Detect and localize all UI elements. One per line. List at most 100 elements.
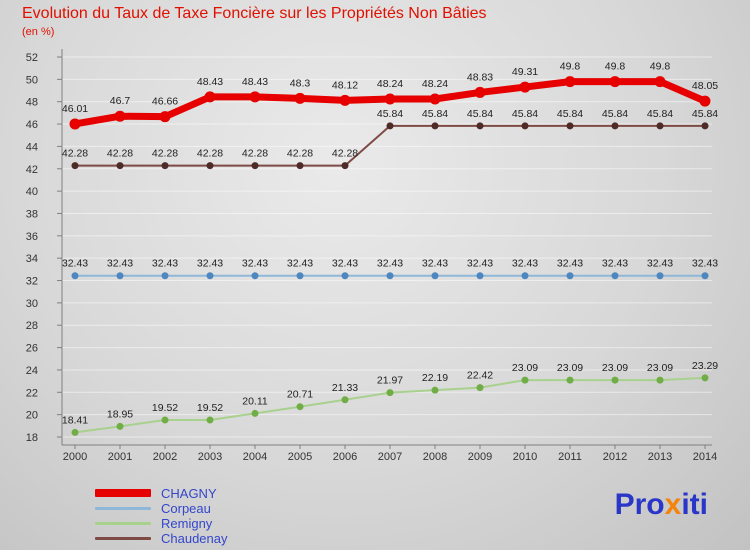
svg-text:30: 30 <box>26 298 38 310</box>
svg-text:26: 26 <box>26 343 38 355</box>
svg-text:45.84: 45.84 <box>557 108 583 120</box>
svg-text:32.43: 32.43 <box>647 258 673 270</box>
svg-text:45.84: 45.84 <box>512 108 538 120</box>
legend-label: CHAGNY <box>161 485 217 501</box>
svg-text:23.29: 23.29 <box>692 360 718 372</box>
svg-text:32.43: 32.43 <box>62 258 88 270</box>
svg-text:42.28: 42.28 <box>197 148 223 160</box>
svg-text:48.12: 48.12 <box>332 79 358 91</box>
svg-text:45.84: 45.84 <box>467 108 493 120</box>
svg-text:2000: 2000 <box>63 451 87 463</box>
svg-text:28: 28 <box>26 320 38 332</box>
svg-text:23.09: 23.09 <box>602 362 628 374</box>
svg-text:42: 42 <box>26 164 38 176</box>
svg-text:32: 32 <box>26 276 38 288</box>
svg-text:19.52: 19.52 <box>197 402 223 414</box>
svg-text:46.01: 46.01 <box>62 103 88 115</box>
svg-text:2013: 2013 <box>648 451 672 463</box>
svg-text:22.42: 22.42 <box>467 370 493 382</box>
svg-text:48: 48 <box>26 97 38 109</box>
svg-text:32.43: 32.43 <box>332 258 358 270</box>
svg-text:42.28: 42.28 <box>287 148 313 160</box>
logo-letter: x <box>664 488 682 521</box>
svg-text:42.28: 42.28 <box>62 148 88 160</box>
legend-label: Remigny <box>161 515 213 531</box>
svg-text:32.43: 32.43 <box>512 258 538 270</box>
logo-letter: Pro <box>614 488 665 521</box>
svg-text:2003: 2003 <box>198 451 222 463</box>
svg-text:32.43: 32.43 <box>422 258 448 270</box>
chart-legend: CHAGNY Corpeau Remigny Chaudenay <box>95 485 228 546</box>
svg-text:20: 20 <box>26 410 38 422</box>
svg-text:22: 22 <box>26 387 38 399</box>
svg-text:32.43: 32.43 <box>152 258 178 270</box>
svg-text:49.8: 49.8 <box>650 61 671 73</box>
svg-text:32.43: 32.43 <box>467 258 493 270</box>
svg-text:46.66: 46.66 <box>152 96 178 108</box>
svg-text:2001: 2001 <box>108 451 132 463</box>
svg-text:36: 36 <box>26 231 38 243</box>
svg-text:20.11: 20.11 <box>242 395 268 407</box>
svg-text:45.84: 45.84 <box>422 108 448 120</box>
svg-text:42.28: 42.28 <box>332 148 358 160</box>
svg-text:49.8: 49.8 <box>605 61 626 73</box>
svg-text:42.28: 42.28 <box>107 148 133 160</box>
svg-text:32.43: 32.43 <box>287 258 313 270</box>
svg-text:2010: 2010 <box>513 451 537 463</box>
legend-swatch-chagny <box>95 489 151 497</box>
svg-text:44: 44 <box>26 141 38 153</box>
svg-text:48.43: 48.43 <box>242 76 268 88</box>
svg-text:20.71: 20.71 <box>287 389 313 401</box>
svg-text:2008: 2008 <box>423 451 447 463</box>
legend-swatch-chaudenay <box>95 536 151 540</box>
svg-text:50: 50 <box>26 74 38 86</box>
svg-text:23.09: 23.09 <box>557 362 583 374</box>
svg-text:22.19: 22.19 <box>422 372 448 384</box>
svg-text:48.05: 48.05 <box>692 80 718 92</box>
svg-text:18.41: 18.41 <box>62 414 88 426</box>
logo-letter: iti <box>681 488 708 521</box>
svg-text:18: 18 <box>26 432 38 444</box>
legend-label: Corpeau <box>161 500 211 516</box>
svg-text:48.3: 48.3 <box>290 77 311 89</box>
svg-text:46: 46 <box>26 119 38 131</box>
legend-item: Remigny <box>95 515 228 531</box>
legend-item: CHAGNY <box>95 485 228 501</box>
legend-label: Chaudenay <box>161 530 228 546</box>
svg-text:48.24: 48.24 <box>377 78 403 90</box>
svg-text:32.43: 32.43 <box>242 258 268 270</box>
svg-text:48.43: 48.43 <box>197 76 223 88</box>
svg-text:2005: 2005 <box>288 451 312 463</box>
svg-text:32.43: 32.43 <box>602 258 628 270</box>
svg-text:2007: 2007 <box>378 451 402 463</box>
svg-text:52: 52 <box>26 52 38 64</box>
page-subtitle: (en %) <box>22 26 55 38</box>
svg-text:40: 40 <box>26 186 38 198</box>
svg-text:42.28: 42.28 <box>152 148 178 160</box>
svg-text:32.43: 32.43 <box>197 258 223 270</box>
svg-text:21.33: 21.33 <box>332 382 358 394</box>
page-title: Evolution du Taux de Taxe Foncière sur l… <box>22 5 487 22</box>
svg-text:2009: 2009 <box>468 451 492 463</box>
svg-text:2011: 2011 <box>558 451 582 463</box>
svg-text:32.43: 32.43 <box>377 258 403 270</box>
svg-text:34: 34 <box>26 253 38 265</box>
svg-text:2014: 2014 <box>693 451 717 463</box>
svg-text:24: 24 <box>26 365 38 377</box>
svg-text:32.43: 32.43 <box>692 258 718 270</box>
svg-text:49.8: 49.8 <box>560 61 581 73</box>
svg-text:48.83: 48.83 <box>467 71 493 83</box>
svg-text:32.43: 32.43 <box>557 258 583 270</box>
svg-text:45.84: 45.84 <box>602 108 628 120</box>
svg-text:23.09: 23.09 <box>647 362 673 374</box>
proxiti-logo: Proxiti <box>615 488 708 522</box>
svg-text:49.31: 49.31 <box>512 66 538 78</box>
svg-text:2006: 2006 <box>333 451 357 463</box>
svg-text:45.84: 45.84 <box>377 108 403 120</box>
svg-text:46.7: 46.7 <box>110 95 131 107</box>
legend-swatch-corpeau <box>95 506 151 510</box>
legend-item: Corpeau <box>95 500 228 516</box>
svg-text:42.28: 42.28 <box>242 148 268 160</box>
